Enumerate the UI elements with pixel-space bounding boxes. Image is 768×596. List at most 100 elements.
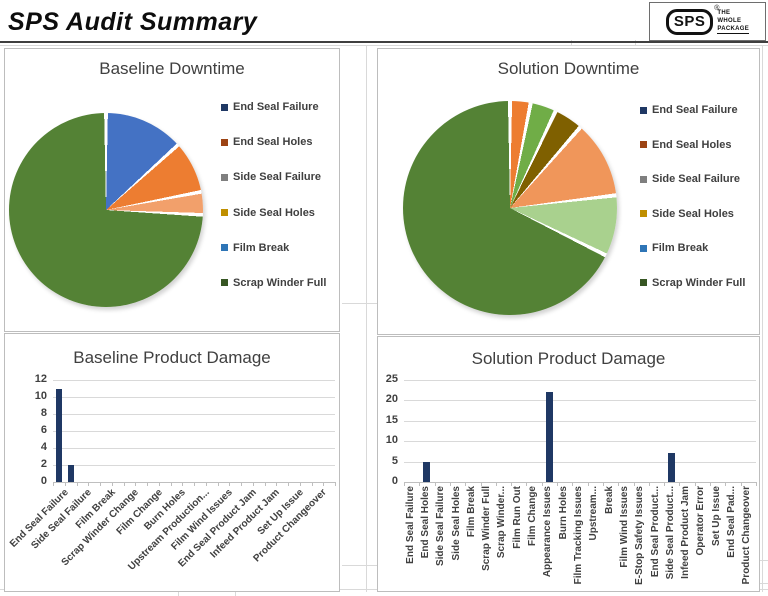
y-tick-label: 8	[40, 407, 47, 419]
x-tickmark	[725, 483, 727, 486]
cell-gridline	[635, 40, 636, 46]
x-tickmark	[100, 483, 101, 486]
category-label: Operator Error	[695, 486, 707, 556]
bar	[67, 465, 74, 482]
x-tickmark	[541, 483, 543, 486]
legend-item: Side Seal Holes	[640, 208, 759, 220]
category-label: Film Wind Issues	[618, 486, 630, 568]
legend-marker	[640, 210, 647, 218]
x-tickmark	[335, 483, 336, 486]
legend-label: End Seal Failure	[652, 104, 738, 116]
category-label: End Seal Holes	[419, 486, 431, 559]
legend-marker	[221, 103, 228, 111]
cell-gridline	[178, 589, 179, 596]
y-tick-label: 5	[391, 454, 398, 467]
y-tick-label: 15	[385, 413, 398, 426]
x-tickmark	[252, 483, 254, 486]
y-gridline	[53, 448, 335, 449]
legend-item: Side Seal Holes	[221, 207, 339, 219]
chart-baseline-product-damage[interactable]: Baseline Product Damage 0 2 4 6 8 10 12 End Sea…	[4, 333, 340, 592]
x-tickmark	[194, 483, 195, 486]
y-gridline	[53, 414, 335, 415]
category-label: Infeed Product Jam	[680, 486, 692, 579]
y-gridline	[53, 397, 335, 398]
category-label: Burn Holes	[557, 486, 569, 540]
x-tickmark	[633, 483, 635, 486]
legend-label: End Seal Failure	[233, 101, 319, 113]
page-title: SPS Audit Summary	[8, 8, 258, 36]
bar	[423, 461, 431, 482]
x-tickmark	[276, 483, 278, 486]
legend-item: End Seal Holes	[221, 136, 339, 148]
legend-label: Film Break	[233, 241, 290, 254]
category-label: Break	[603, 486, 615, 514]
x-tickmark	[465, 483, 467, 486]
x-tickmark	[404, 483, 405, 486]
category-label: End Seal Pad...	[726, 486, 738, 558]
y-tick-label: 10	[34, 390, 47, 402]
x-tickmark	[495, 483, 497, 486]
category-label: Film Break	[465, 486, 477, 538]
pie-baseline-downtime	[9, 113, 203, 307]
chart-solution-product-damage[interactable]: Solution Product Damage 0 5 10 15 20 25 End Se…	[377, 336, 760, 592]
category-label: End Seal Failure	[404, 486, 416, 564]
category-label: End Seal Product...	[649, 486, 661, 578]
chart-solution-downtime[interactable]: Solution Downtime End Seal Failure End Se…	[377, 48, 760, 335]
x-tickmark	[480, 483, 482, 486]
cell-gridline	[571, 40, 572, 46]
chart-title: Baseline Product Damage	[73, 348, 271, 367]
y-tick-label: 25	[385, 373, 398, 385]
cell-gridline	[762, 45, 763, 592]
y-gridline	[404, 441, 756, 443]
x-tickmark	[323, 483, 325, 486]
y-gridline	[53, 380, 335, 381]
x-tickmark	[311, 483, 313, 486]
bar	[545, 392, 553, 482]
legend-item: End Seal Failure	[221, 101, 339, 113]
y-gridline	[404, 420, 756, 422]
legend-item: Side Seal Failure	[640, 173, 759, 185]
y-tick-label: 6	[40, 424, 47, 436]
legend-marker	[640, 279, 647, 287]
y-gridline	[404, 461, 756, 463]
legend-item: Film Break	[640, 242, 759, 254]
legend-marker	[221, 138, 228, 146]
legend-label: Film Break	[652, 242, 709, 255]
legend-label: Side Seal Failure	[233, 171, 322, 184]
y-gridline	[53, 465, 335, 466]
chart-baseline-downtime[interactable]: Baseline Downtime End Seal Failure End Se…	[4, 48, 340, 332]
x-tickmark	[170, 483, 172, 486]
chart-title: Baseline Downtime	[99, 59, 245, 78]
x-tickmark	[64, 483, 66, 486]
x-tickmark	[511, 483, 513, 486]
x-tickmark	[557, 483, 559, 486]
x-tickmark	[756, 483, 757, 486]
title-divider	[0, 41, 768, 43]
y-tick-label: 4	[40, 441, 47, 453]
pie-solution-downtime	[403, 101, 617, 315]
x-tickmark	[205, 483, 207, 486]
x-tickmark	[299, 483, 301, 486]
x-axis	[404, 482, 757, 483]
legend-label: Side Seal Holes	[652, 207, 734, 220]
legend-marker	[640, 141, 647, 149]
sps-logo: SPS ® THE WHOLE PACKAGE	[649, 2, 766, 41]
legend-item: End Seal Failure	[640, 104, 759, 116]
tagline-line: WHOLE	[717, 18, 742, 24]
bar	[55, 388, 62, 482]
y-tick-label: 0	[391, 475, 398, 487]
legend-marker	[221, 244, 228, 252]
chart-title: Solution Product Damage	[471, 349, 666, 368]
y-gridline	[404, 400, 756, 402]
category-label: Product Changeover	[741, 486, 753, 585]
tagline-line: THE	[717, 10, 731, 16]
y-tick-label: 10	[385, 434, 398, 447]
x-tickmark	[288, 483, 289, 486]
x-tickmark	[710, 483, 712, 486]
x-tickmark	[694, 483, 696, 486]
category-label: Film Tracking Issues	[573, 486, 584, 585]
x-tickmark	[679, 483, 681, 486]
x-tickmark	[449, 483, 451, 486]
y-gridline	[404, 380, 756, 381]
legend-marker	[221, 209, 228, 217]
